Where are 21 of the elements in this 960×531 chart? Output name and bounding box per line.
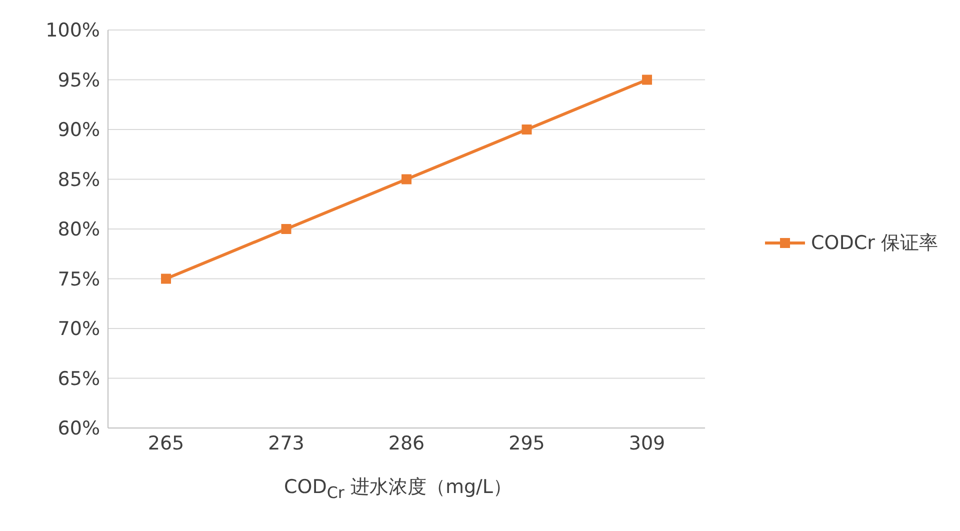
- x-tick-label: 273: [268, 432, 304, 454]
- x-tick-label: 286: [388, 432, 425, 454]
- y-tick-label: 75%: [58, 268, 100, 290]
- y-tick-label: 70%: [58, 318, 100, 340]
- x-axis-title: COD$_{Cr}$ 进水浓度（mg/L）: [282, 475, 514, 502]
- x-tick-label: 265: [148, 432, 184, 454]
- y-tick-label: 90%: [58, 119, 100, 142]
- point: [642, 74, 652, 85]
- y-tick-label: 80%: [58, 218, 100, 241]
- legend-label: CODCr 保证率: [811, 231, 938, 256]
- y-tick-label: 60%: [58, 418, 100, 440]
- x-tick-label: 295: [508, 432, 545, 454]
- y-tick-label: 95%: [58, 69, 100, 92]
- y-tick-label: 65%: [58, 368, 100, 390]
- point: [161, 274, 171, 284]
- y-tick-label: 100%: [46, 20, 100, 42]
- point: [522, 124, 532, 134]
- point: [402, 174, 412, 184]
- x-tick-label: 309: [628, 432, 666, 454]
- y-tick-label: 85%: [58, 168, 100, 191]
- point: [281, 224, 292, 234]
